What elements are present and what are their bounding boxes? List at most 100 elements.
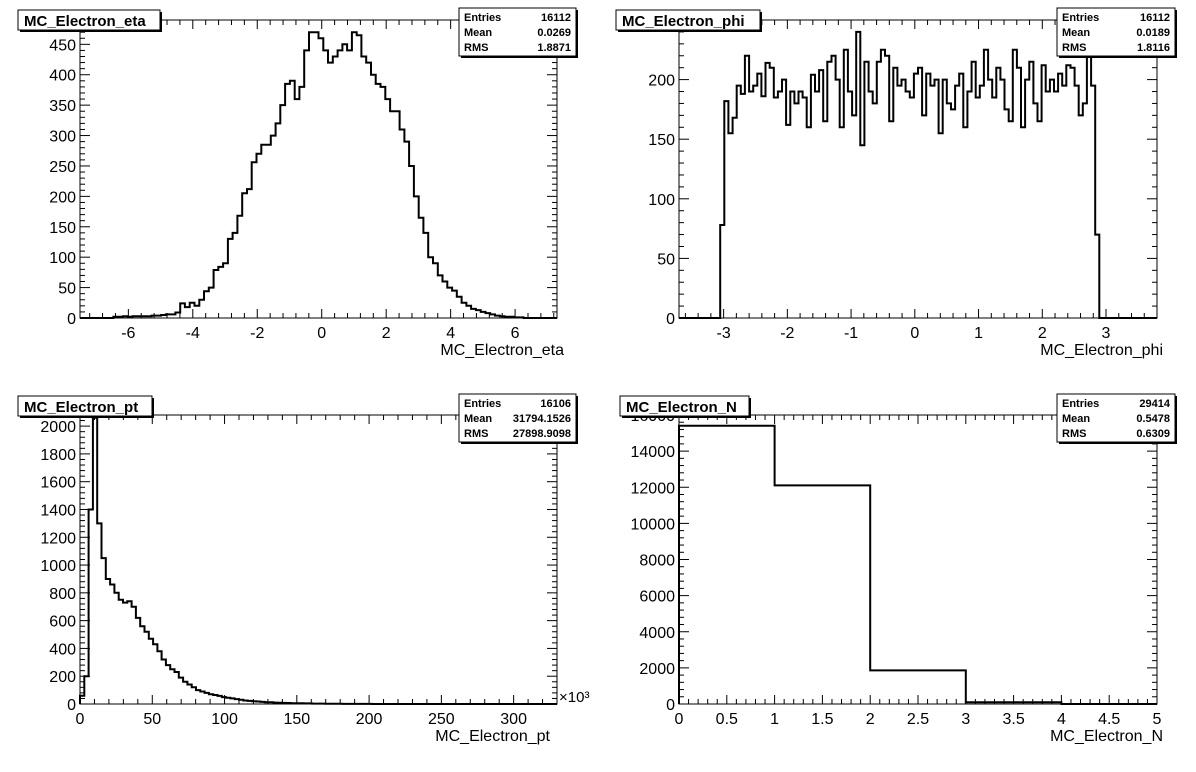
title-box — [17, 395, 153, 417]
x-tick-label: -1 — [844, 325, 858, 342]
plot-frame — [678, 19, 1158, 319]
stats-label: RMS — [464, 428, 488, 440]
stats-value: 16112 — [541, 12, 571, 24]
chart-title: MC_Electron_phi — [622, 13, 745, 30]
y-tick-label: 0 — [666, 697, 675, 714]
y-tick-label: 0 — [67, 311, 76, 328]
y-tick-label: 150 — [49, 220, 76, 237]
x-tick-label: 300 — [500, 711, 527, 728]
x-tick-label: 4 — [446, 325, 455, 342]
chart-title: MC_Electron_eta — [24, 13, 146, 30]
y-tick-label: 1600 — [40, 475, 76, 492]
x-axis-label: MC_Electron_phi — [1040, 342, 1163, 359]
x-tick-label: 1 — [974, 325, 983, 342]
plot-frame — [79, 414, 558, 705]
pad-n: 0 0.5 1 1.5 2 2.5 3 3.5 4 4.5 5 0 2000 4000 6000 8000 10… — [619, 393, 1177, 745]
y-tick-label: 100 — [49, 250, 76, 267]
stats-label: Entries — [464, 398, 501, 410]
y-tick-label: 0 — [67, 697, 76, 714]
stats-label: RMS — [464, 42, 488, 54]
histogram-line — [679, 30, 1157, 319]
y-tick-label: 300 — [49, 129, 76, 146]
title-box — [17, 9, 161, 31]
x-tick-label: 1 — [770, 711, 779, 728]
stats-value: 0.0189 — [1136, 27, 1170, 39]
x-tick-label: 4 — [1057, 711, 1066, 728]
x-tick-label: 2.5 — [907, 711, 929, 728]
x-tick-label: -2 — [780, 325, 794, 342]
title-box — [619, 395, 750, 417]
stats-label: RMS — [1062, 428, 1086, 440]
y-tick-label: 50 — [657, 251, 675, 268]
x-tick-label: 200 — [356, 711, 383, 728]
y-tick-label: 14000 — [631, 444, 676, 461]
histogram-line — [678, 424, 1157, 705]
y-tick-label: 1800 — [40, 447, 76, 464]
stats-value: 0.5478 — [1136, 413, 1170, 425]
x-tick-label: 2 — [1038, 325, 1047, 342]
y-tick-label: 450 — [49, 37, 76, 54]
x-tick-label: 150 — [283, 711, 310, 728]
y-tick-label: 2000 — [639, 661, 675, 678]
x-axis-label: MC_Electron_N — [1050, 728, 1163, 745]
x-axis-multiplier: ×10³ — [559, 689, 589, 706]
y-tick-label: 250 — [49, 159, 76, 176]
x-tick-label: 2 — [866, 711, 875, 728]
x-tick-label: 3 — [1102, 325, 1111, 342]
stats-label: Mean — [464, 27, 492, 39]
stats-label: Entries — [1062, 398, 1099, 410]
x-tick-label: 0 — [675, 711, 684, 728]
y-tick-label: 600 — [49, 614, 76, 631]
stats-value: 16106 — [540, 398, 571, 410]
plot-frame — [79, 19, 558, 319]
y-tick-label: 200 — [648, 73, 675, 90]
stats-value: 0.6309 — [1136, 428, 1170, 440]
stats-value: 31794.1526 — [513, 413, 571, 425]
x-tick-label: 250 — [428, 711, 455, 728]
x-tick-label: 5 — [1153, 711, 1162, 728]
stats-box — [458, 393, 577, 443]
stats-label: Entries — [464, 12, 501, 24]
x-tick-label: 2 — [382, 325, 391, 342]
plot-frame — [678, 414, 1158, 705]
y-tick-label: 1000 — [40, 558, 76, 575]
x-tick-label: 4.5 — [1098, 711, 1120, 728]
y-tick-label: 200 — [49, 189, 76, 206]
title-box — [615, 9, 761, 31]
stats-label: Entries — [1062, 12, 1099, 24]
stats-value: 16112 — [1140, 12, 1170, 24]
stats-value: 1.8871 — [537, 42, 571, 54]
x-tick-label: 0.5 — [716, 711, 738, 728]
x-tick-label: 6 — [511, 325, 520, 342]
pad-phi: -3-2-10123050100150200250MC_Electron_phi… — [615, 7, 1177, 359]
y-tick-label: 1200 — [40, 530, 76, 547]
y-tick-label: 100 — [648, 192, 675, 209]
x-axis-label: MC_Electron_pt — [435, 728, 550, 745]
x-tick-label: 50 — [143, 711, 161, 728]
stats-label: RMS — [1062, 42, 1086, 54]
histogram-line — [79, 416, 557, 705]
histogram-line — [80, 31, 557, 319]
stats-value: 29414 — [1139, 398, 1170, 410]
y-tick-label: 4000 — [639, 625, 675, 642]
stats-box — [458, 7, 577, 57]
chart-title: MC_Electron_pt — [24, 399, 138, 416]
y-tick-label: 8000 — [639, 553, 675, 570]
x-tick-label: 3.5 — [1002, 711, 1024, 728]
stats-label: Mean — [1062, 413, 1090, 425]
pad-eta: -6 -4 -2 0 2 4 6 0 50 100 150 200 250 300 350 400 450 MC_… — [17, 7, 578, 359]
stats-label: Mean — [1062, 27, 1090, 39]
x-tick-label: -6 — [121, 325, 135, 342]
y-tick-label: 1400 — [40, 502, 76, 519]
x-axis-label: MC_Electron_eta — [440, 342, 564, 359]
y-tick-label: 10000 — [631, 516, 676, 533]
x-tick-label: -4 — [186, 325, 200, 342]
x-tick-label: 100 — [211, 711, 238, 728]
y-tick-label: 400 — [49, 68, 76, 85]
x-tick-label: -3 — [716, 325, 730, 342]
y-tick-label: 800 — [49, 586, 76, 603]
y-tick-label: 0 — [666, 311, 675, 328]
x-tick-label: 3 — [961, 711, 970, 728]
y-tick-label: 12000 — [631, 480, 676, 497]
